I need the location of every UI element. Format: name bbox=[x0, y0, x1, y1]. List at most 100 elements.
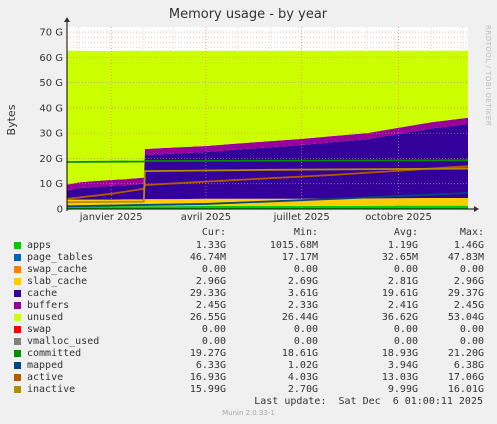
legend-rows: apps 1.33G 1015.68M 1.19G 1.46G page_tables 46… bbox=[12, 240, 488, 396]
chart-plot-svg: 0 10 G 20 G 30 G 40 G 50 G 60 G 70 G janvier 202… bbox=[5, 7, 492, 223]
legend-series-name: buffers bbox=[27, 300, 70, 311]
legend-row-active: active 16.93G 4.03G 13.03G 17.06G bbox=[12, 372, 488, 384]
legend-max-value: 6.38G bbox=[453, 360, 484, 371]
y-tick-label: 60 G bbox=[39, 53, 63, 64]
legend-swatch bbox=[14, 266, 21, 273]
legend-max-value: 47.83M bbox=[447, 252, 484, 263]
area-apps bbox=[67, 205, 468, 209]
legend-max-value: 2.45G bbox=[453, 300, 484, 311]
legend-max-value: 16.01G bbox=[447, 384, 484, 395]
chart-title: Memory usage - by year bbox=[169, 7, 328, 22]
line-committed bbox=[66, 159, 469, 163]
legend-min-value: 17.17M bbox=[281, 252, 318, 263]
legend-min-value: 0.00 bbox=[293, 264, 318, 275]
legend-series-name: committed bbox=[27, 348, 82, 359]
legend-row-committed: committed 19.27G 18.61G 18.93G 21.20G bbox=[12, 348, 488, 360]
legend-series-name: cache bbox=[27, 288, 58, 299]
legend-avg-value: 13.03G bbox=[381, 372, 418, 383]
legend-cur-value: 26.55G bbox=[189, 312, 226, 323]
legend-avg-value: 18.93G bbox=[381, 348, 418, 359]
legend-avg-value: 19.61G bbox=[381, 288, 418, 299]
y-tick-label: 10 G bbox=[39, 179, 63, 190]
legend-header-max: Max: bbox=[459, 227, 484, 238]
legend-min-value: 1015.68M bbox=[269, 240, 318, 251]
y-tick-label: 50 G bbox=[39, 78, 63, 89]
line-series bbox=[66, 159, 469, 208]
legend-swatch bbox=[14, 302, 21, 309]
legend-swatch bbox=[14, 350, 21, 357]
legend-max-value: 53.04G bbox=[447, 312, 484, 323]
legend-header-cur: Cur: bbox=[201, 227, 226, 238]
area-buffers bbox=[67, 117, 468, 191]
legend-row-unused: unused 26.55G 26.44G 36.62G 53.04G bbox=[12, 312, 488, 324]
legend-avg-value: 2.81G bbox=[387, 276, 418, 287]
legend-cur-value: 16.93G bbox=[189, 372, 226, 383]
legend-swatch bbox=[14, 374, 21, 381]
legend-row-cache: cache 29.33G 3.61G 19.61G 29.37G bbox=[12, 288, 488, 300]
legend-min-value: 4.03G bbox=[287, 372, 318, 383]
y-tick-label: 30 G bbox=[39, 129, 63, 140]
y-tick-label: 20 G bbox=[39, 154, 63, 165]
legend-swatch bbox=[14, 278, 21, 285]
y-axis-arrow bbox=[64, 17, 70, 22]
legend-max-value: 21.20G bbox=[447, 348, 484, 359]
legend-cur-value: 29.33G bbox=[189, 288, 226, 299]
legend-series-name: vmalloc_used bbox=[27, 336, 100, 347]
legend-swatch bbox=[14, 386, 21, 393]
y-tick-label: 0 bbox=[57, 205, 63, 216]
legend-max-value: 0.00 bbox=[459, 264, 484, 275]
legend-cur-value: 19.27G bbox=[189, 348, 226, 359]
legend-swatch bbox=[14, 290, 21, 297]
x-tick-label: juillet 2025 bbox=[273, 212, 330, 223]
last-update: Last update: Sat Dec 6 01:00:11 2025 bbox=[254, 396, 483, 407]
legend-avg-value: 9.99G bbox=[387, 384, 418, 395]
legend-cur-value: 15.99G bbox=[189, 384, 226, 395]
legend-cur-value: 0.00 bbox=[201, 336, 226, 347]
legend-header: Cur: Min: Avg: Max: bbox=[12, 226, 488, 240]
y-axis-label: Bytes bbox=[5, 104, 18, 135]
legend-cur-value: 1.33G bbox=[195, 240, 226, 251]
x-tick-label: avril 2025 bbox=[181, 212, 231, 223]
legend-row-inactive: inactive 15.99G 2.70G 9.99G 16.01G bbox=[12, 384, 488, 396]
x-tick-label: octobre 2025 bbox=[365, 212, 432, 223]
legend-row-mapped: mapped 6.33G 1.02G 3.94G 6.38G bbox=[12, 360, 488, 372]
legend-max-value: 2.96G bbox=[453, 276, 484, 287]
rrdtool-watermark: RRDTOOL / TOBI OETIKER bbox=[484, 25, 492, 126]
legend-header-min: Min: bbox=[293, 227, 318, 238]
legend-swatch bbox=[14, 338, 21, 345]
legend-series-name: swap_cache bbox=[27, 264, 88, 275]
legend-swatch bbox=[14, 254, 21, 261]
legend-series-name: apps bbox=[27, 240, 52, 251]
munin-version: Munin 2.0.33-1 bbox=[222, 409, 275, 417]
legend-min-value: 18.61G bbox=[281, 348, 318, 359]
x-axis-arrow bbox=[474, 206, 479, 212]
legend-max-value: 0.00 bbox=[459, 324, 484, 335]
stacked-areas bbox=[67, 50, 468, 209]
area-cache bbox=[67, 123, 468, 200]
legend-min-value: 0.00 bbox=[293, 336, 318, 347]
legend-avg-value: 0.00 bbox=[393, 336, 418, 347]
x-tick-label: janvier 2025 bbox=[79, 212, 143, 223]
legend-min-value: 26.44G bbox=[281, 312, 318, 323]
legend-series-name: page_tables bbox=[27, 252, 94, 263]
legend-row-slab-cache: slab_cache 2.96G 2.69G 2.81G 2.96G bbox=[12, 276, 488, 288]
legend-avg-value: 0.00 bbox=[393, 264, 418, 275]
legend-series-name: active bbox=[27, 372, 64, 383]
legend-avg-value: 1.19G bbox=[387, 240, 418, 251]
legend-series-name: unused bbox=[27, 312, 64, 323]
legend-min-value: 2.33G bbox=[287, 300, 318, 311]
legend-header-avg: Avg: bbox=[393, 227, 418, 238]
line-inactive bbox=[66, 167, 469, 204]
line-mapped bbox=[66, 192, 469, 208]
legend-min-value: 1.02G bbox=[287, 360, 318, 371]
legend-avg-value: 0.00 bbox=[393, 324, 418, 335]
legend-cur-value: 2.45G bbox=[195, 300, 226, 311]
legend-cur-value: 0.00 bbox=[201, 264, 226, 275]
legend-row-apps: apps 1.33G 1015.68M 1.19G 1.46G bbox=[12, 240, 488, 252]
legend-row-swap: swap 0.00 0.00 0.00 0.00 bbox=[12, 324, 488, 336]
legend-min-value: 3.61G bbox=[287, 288, 318, 299]
legend-swatch bbox=[14, 362, 21, 369]
legend-avg-value: 3.94G bbox=[387, 360, 418, 371]
legend-max-value: 1.46G bbox=[453, 240, 484, 251]
